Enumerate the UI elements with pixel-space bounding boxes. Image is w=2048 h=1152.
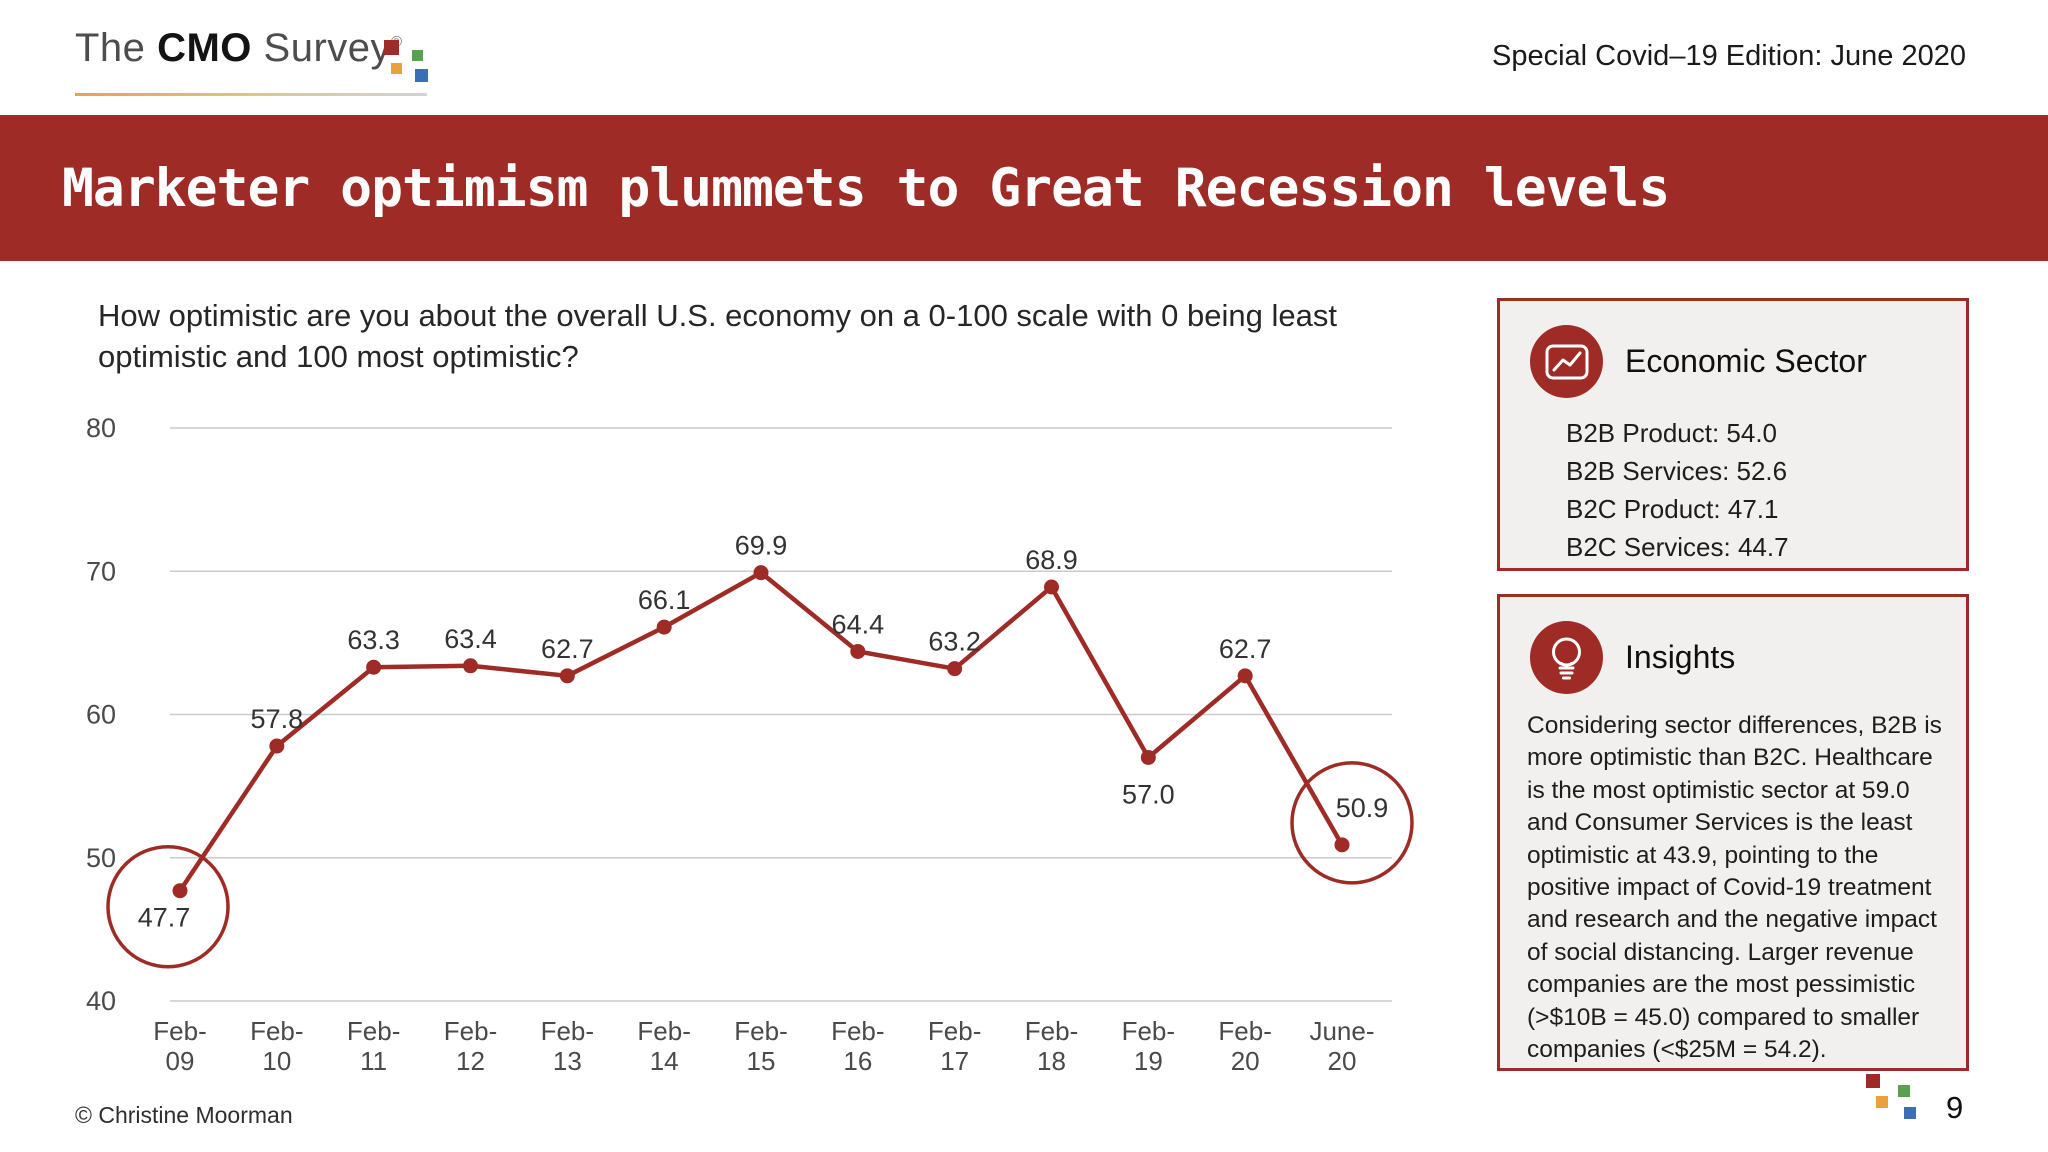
svg-text:16: 16 [843, 1046, 872, 1076]
economic-sector-panel: Economic Sector B2B Product: 54.0 B2B Ser… [1497, 298, 1969, 571]
sector-item: B2C Services: 44.7 [1566, 532, 1789, 562]
footer-square-blue [1904, 1107, 1916, 1119]
svg-text:18: 18 [1037, 1046, 1066, 1076]
svg-text:47.7: 47.7 [138, 903, 191, 933]
insights-text: Considering sector differences, B2B is m… [1527, 712, 1942, 1064]
svg-text:09: 09 [166, 1046, 195, 1076]
svg-text:68.9: 68.9 [1025, 545, 1078, 575]
footer-square-red [1866, 1074, 1880, 1088]
svg-text:Feb-: Feb- [541, 1016, 594, 1046]
economic-sector-title: Economic Sector [1625, 343, 1867, 379]
page-number: 9 [1946, 1090, 1964, 1125]
svg-text:57.8: 57.8 [251, 704, 304, 734]
line-chart-svg: 4050607080Feb-09Feb-10Feb-11Feb-12Feb-13… [86, 413, 1414, 1076]
svg-text:20: 20 [1328, 1046, 1357, 1076]
svg-text:Feb-: Feb- [1122, 1016, 1175, 1046]
logo-survey: Survey [263, 26, 392, 70]
header: The CMO Survey® Special Covid–19 Edition… [0, 0, 2048, 115]
optimism-line-chart: 40 50 60 70 80 Feb- 09 Feb- 10 Feb- 11 Feb- 12 Feb- 13… [86, 413, 1414, 1076]
svg-text:57.0: 57.0 [1122, 779, 1175, 809]
svg-text:Feb-: Feb- [444, 1016, 497, 1046]
svg-text:Feb-: Feb- [928, 1016, 981, 1046]
svg-text:June-: June- [1309, 1016, 1374, 1046]
title-banner: Marketer optimism plummets to Great Rece… [0, 115, 2048, 261]
svg-text:12: 12 [456, 1046, 485, 1076]
svg-text:Feb-: Feb- [153, 1016, 206, 1046]
footer-square-orange [1876, 1096, 1888, 1108]
sector-list: B2B Product: 54.0 B2B Services: 52.6 B2C P… [1566, 414, 1966, 566]
svg-text:62.7: 62.7 [1219, 634, 1272, 664]
svg-text:Feb-: Feb- [347, 1016, 400, 1046]
svg-text:63.4: 63.4 [444, 624, 497, 654]
logo-square-red [384, 40, 399, 55]
svg-text:64.4: 64.4 [832, 609, 885, 639]
svg-text:Feb-: Feb- [250, 1016, 303, 1046]
svg-text:11: 11 [360, 1046, 387, 1076]
sector-item: B2B Services: 52.6 [1566, 456, 1788, 486]
footer-square-green [1898, 1085, 1910, 1097]
survey-question: How optimistic are you about the overall… [98, 298, 1337, 374]
svg-text:50.9: 50.9 [1336, 793, 1389, 823]
line-chart-icon [1530, 325, 1603, 398]
svg-text:Feb-: Feb- [637, 1016, 690, 1046]
svg-text:50: 50 [86, 843, 116, 873]
economic-sector-header: Economic Sector [1500, 301, 1966, 398]
logo-squares-icon [384, 36, 436, 88]
logo-square-orange [391, 63, 402, 74]
svg-text:63.3: 63.3 [347, 625, 400, 655]
svg-text:Feb-: Feb- [1218, 1016, 1271, 1046]
svg-text:80: 80 [86, 413, 116, 443]
svg-text:70: 70 [86, 556, 116, 586]
logo-cmo: CMO [157, 26, 252, 70]
svg-text:Feb-: Feb- [1025, 1016, 1078, 1046]
logo-square-green [412, 50, 423, 61]
logo-underline [75, 93, 427, 96]
lightbulb-icon [1530, 621, 1603, 694]
svg-text:Feb-: Feb- [734, 1016, 787, 1046]
footer-logo-squares-icon [1862, 1070, 1932, 1132]
svg-text:17: 17 [940, 1046, 969, 1076]
svg-text:10: 10 [262, 1046, 291, 1076]
svg-text:62.7: 62.7 [541, 634, 594, 664]
insights-header: Insights [1500, 597, 1966, 694]
svg-text:69.9: 69.9 [735, 531, 788, 561]
sector-item: B2C Product: 47.1 [1566, 494, 1779, 524]
slide-title: Marketer optimism plummets to Great Rece… [62, 157, 1670, 219]
svg-text:63.2: 63.2 [928, 627, 981, 657]
insights-title: Insights [1625, 639, 1736, 675]
sector-item: B2B Product: 54.0 [1566, 418, 1778, 448]
svg-text:40: 40 [86, 986, 116, 1016]
svg-text:19: 19 [1134, 1046, 1163, 1076]
svg-text:66.1: 66.1 [638, 585, 691, 615]
svg-text:20: 20 [1231, 1046, 1260, 1076]
logo-the: The [75, 26, 146, 70]
svg-text:13: 13 [553, 1046, 582, 1076]
svg-text:14: 14 [650, 1046, 679, 1076]
logo-square-blue [415, 69, 428, 82]
svg-text:Feb-: Feb- [831, 1016, 884, 1046]
svg-text:15: 15 [747, 1046, 776, 1076]
copyright-label: © Christine Moorman [75, 1102, 293, 1128]
svg-text:60: 60 [86, 700, 116, 730]
edition-label: Special Covid–19 Edition: June 2020 [1492, 40, 1966, 72]
cmo-survey-logo: The CMO Survey® [75, 26, 403, 71]
insights-panel: Insights Considering sector differences,… [1497, 594, 1969, 1071]
